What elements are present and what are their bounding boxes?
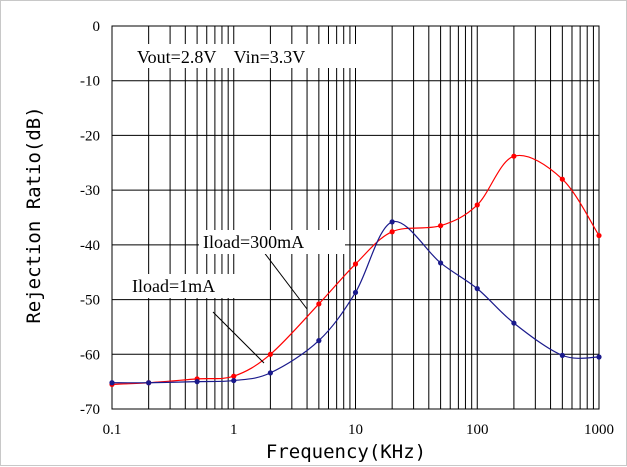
- data-point-iload-1ma: [231, 377, 237, 384]
- data-point-iload-300ma: [437, 223, 444, 229]
- tick-labels: 0 -10 -20 -30 -40 -50 -60 -700.1 1 10 100 1000: [80, 19, 614, 438]
- iload-300ma-label-bg: [199, 230, 345, 254]
- condition-label-bg: [131, 44, 381, 68]
- iload-1ma-label: Iload=1mA: [132, 276, 215, 296]
- data-point-iload-1ma: [511, 320, 517, 326]
- condition-label: Vout=2.8V Vin=3.3V: [137, 47, 305, 67]
- y-tick-label: -10: [80, 74, 100, 90]
- x-tick-label: 1000: [584, 422, 614, 438]
- data-point-iload-1ma: [194, 379, 200, 385]
- data-point-iload-300ma: [474, 202, 480, 208]
- y-tick-label: 0: [93, 19, 101, 35]
- y-tick-label: -20: [80, 128, 100, 144]
- y-tick-label: -60: [80, 347, 100, 363]
- data-point-iload-300ma: [389, 229, 395, 235]
- data-point-iload-300ma: [316, 301, 322, 307]
- iload-1ma-leader-line: [212, 311, 265, 364]
- iload-1ma-label-bg: [128, 274, 248, 298]
- data-point-iload-300ma: [267, 351, 274, 357]
- data-series: [109, 153, 602, 387]
- y-tick-label: -30: [80, 183, 100, 199]
- data-point-iload-1ma: [146, 380, 152, 386]
- x-axis-title: Frequency(KHz): [266, 441, 426, 463]
- data-point-iload-1ma: [352, 289, 359, 296]
- y-axis-title: Rejection Ratio(dB): [23, 106, 45, 323]
- data-point-iload-1ma: [389, 219, 395, 225]
- iload-300ma-label: Iload=300mA: [203, 232, 304, 252]
- data-point-iload-1ma: [109, 380, 115, 386]
- x-tick-label: 10: [348, 422, 363, 438]
- data-point-iload-1ma: [596, 354, 602, 360]
- y-tick-label: -70: [80, 402, 100, 418]
- y-tick-label: -40: [80, 238, 100, 254]
- data-point-iload-1ma: [474, 286, 480, 292]
- y-tick-label: -50: [80, 293, 100, 309]
- data-point-iload-300ma: [352, 261, 359, 267]
- x-tick-label: 100: [466, 422, 489, 438]
- x-tick-label: 1: [230, 422, 238, 438]
- data-point-iload-300ma: [511, 153, 517, 159]
- data-point-iload-1ma: [267, 370, 274, 376]
- data-point-iload-1ma: [559, 352, 565, 358]
- annotations: Vout=2.8V Vin=3.3V Iload=300mA Iload=1mA: [128, 44, 381, 364]
- x-tick-label: 0.1: [103, 422, 122, 438]
- data-point-iload-1ma: [437, 260, 444, 266]
- iload-300ma-leader-line: [262, 250, 308, 310]
- data-point-iload-300ma: [559, 176, 565, 182]
- data-point-iload-1ma: [316, 338, 322, 344]
- data-point-iload-300ma: [596, 232, 602, 239]
- data-point-iload-300ma: [231, 373, 237, 379]
- grid-lines: [112, 26, 599, 409]
